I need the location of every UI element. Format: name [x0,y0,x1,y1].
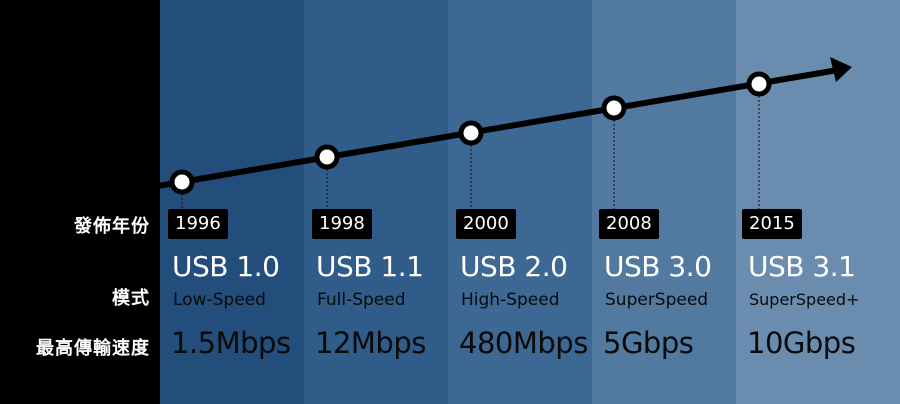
usb-version-name: USB 1.0 [172,250,280,283]
usb-version-name: USB 3.1 [748,250,856,283]
timeline-dot [169,169,195,195]
timeline-dot [601,95,627,121]
column-usb-1-1 [304,0,448,404]
year-badge: 1998 [312,209,372,239]
usb-speed: 1.5Mbps [171,326,291,360]
row-label-year: 發佈年份 [74,216,150,237]
usb-mode: SuperSpeed [605,290,709,310]
column-usb-3-0 [592,0,736,404]
column-usb-2-0 [448,0,592,404]
column-usb-3-1 [736,0,900,404]
row-label-speed: 最高傳輸速度 [36,338,150,359]
usb-version-name: USB 3.0 [604,250,712,283]
arrowhead-icon [830,57,852,82]
usb-mode: High-Speed [461,290,560,310]
usb-mode: Low-Speed [173,290,266,310]
usb-version-name: USB 1.1 [316,250,424,283]
timeline-dot [746,71,772,97]
year-badge: 2015 [742,209,802,239]
usb-speed: 480Mbps [459,326,588,360]
year-badge: 1996 [168,209,228,239]
usb-version-name: USB 2.0 [460,250,568,283]
usb-speed: 10Gbps [747,326,856,360]
usb-mode: Full-Speed [317,290,406,310]
year-badge: 2000 [456,209,516,239]
row-label-mode: 模式 [112,288,150,309]
year-badge: 2008 [599,209,659,239]
timeline-line [157,67,839,189]
column-usb-1-0 [160,0,304,404]
usb-speed: 12Mbps [315,326,426,360]
timeline-dot [458,120,484,146]
usb-mode: SuperSpeed+ [749,290,860,309]
timeline-dot [314,144,340,170]
usb-speed: 5Gbps [603,326,694,360]
